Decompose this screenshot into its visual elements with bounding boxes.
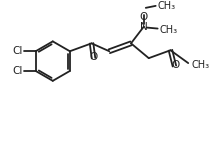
Text: O: O: [89, 52, 98, 62]
Text: N: N: [140, 22, 148, 32]
Text: Cl: Cl: [13, 66, 23, 76]
Text: CH₃: CH₃: [191, 60, 209, 70]
Text: CH₃: CH₃: [158, 1, 176, 11]
Text: Cl: Cl: [13, 46, 23, 56]
Text: O: O: [171, 60, 179, 70]
Text: O: O: [140, 12, 148, 22]
Text: CH₃: CH₃: [160, 25, 178, 35]
